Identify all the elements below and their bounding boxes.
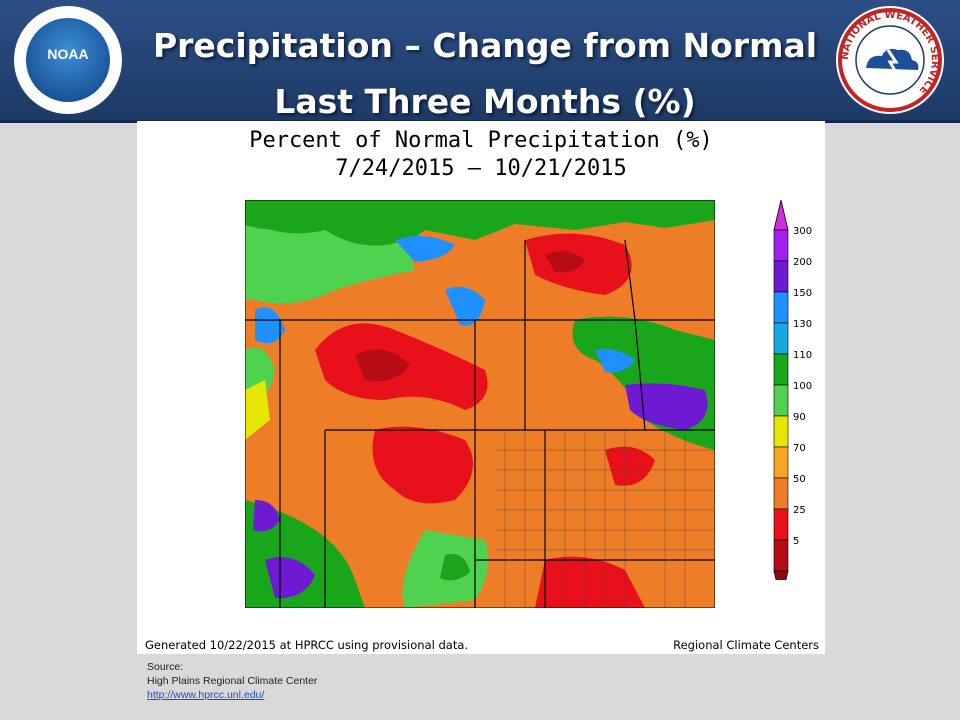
legend-tick-label: 5 <box>793 536 799 547</box>
source-org: High Plains Regional Climate Center <box>147 675 318 687</box>
legend-tick-label: 70 <box>793 443 806 454</box>
precipitation-map-panel: Percent of Normal Precipitation (%) 7/24… <box>137 121 825 654</box>
source-note: Source: High Plains Regional Climate Cen… <box>147 660 317 702</box>
map-title: Percent of Normal Precipitation (%) 7/24… <box>137 127 825 183</box>
legend-swatch <box>773 353 789 386</box>
state-borders <box>245 239 715 608</box>
noaa-logo-emblem <box>26 18 110 102</box>
map-title-line1: Percent of Normal Precipitation (%) <box>249 128 713 153</box>
map-footer-left: Generated 10/22/2015 at HPRCC using prov… <box>145 638 469 652</box>
map-footer-right: Regional Climate Centers <box>673 638 819 652</box>
legend-tick-label: 150 <box>793 288 812 299</box>
legend-tick-label: 25 <box>793 505 806 516</box>
legend-tick-label: 110 <box>793 350 812 361</box>
nws-logo-graphic: NATIONAL WEATHER SERVICE <box>838 8 942 112</box>
source-label: Source: <box>147 661 184 673</box>
legend-swatch <box>773 415 789 448</box>
slide-title-line1: Precipitation – Change from Normal <box>152 26 818 65</box>
legend-swatch <box>773 384 789 417</box>
legend-tick-label: 90 <box>793 412 806 423</box>
source-link[interactable]: http://www.hprcc.unl.edu/ <box>147 689 265 701</box>
nws-logo: NATIONAL WEATHER SERVICE <box>836 6 944 114</box>
legend-swatch <box>773 477 789 510</box>
legend-swatch <box>773 291 789 324</box>
legend-swatch <box>773 539 789 572</box>
legend-swatch <box>773 229 789 262</box>
noaa-logo: NOAA <box>14 6 122 114</box>
legend-top-arrow <box>773 200 789 231</box>
legend-tick-label: 50 <box>793 474 806 485</box>
noaa-logo-word: NOAA <box>47 46 89 62</box>
color-legend: 300 200 150 130 110 100 90 70 50 25 5 <box>773 200 812 580</box>
slide-title-line2: Last Three Months (%) <box>274 82 696 121</box>
legend-tick-label: 300 <box>793 226 812 237</box>
percent-of-normal-map <box>245 200 715 608</box>
slide-title: Precipitation – Change from Normal Last … <box>110 18 860 130</box>
map-title-line2: 7/24/2015 – 10/21/2015 <box>335 156 627 181</box>
county-grid <box>495 430 715 608</box>
legend-bottom-arrow <box>773 570 789 580</box>
slide-header: NOAA Precipitation – Change from Normal … <box>0 0 960 123</box>
legend-swatch <box>773 508 789 541</box>
legend-swatch <box>773 322 789 355</box>
legend-tick-label: 130 <box>793 319 812 330</box>
legend-swatch <box>773 446 789 479</box>
legend-tick-label: 200 <box>793 257 812 268</box>
legend-swatch <box>773 260 789 293</box>
legend-tick-label: 100 <box>793 381 812 392</box>
